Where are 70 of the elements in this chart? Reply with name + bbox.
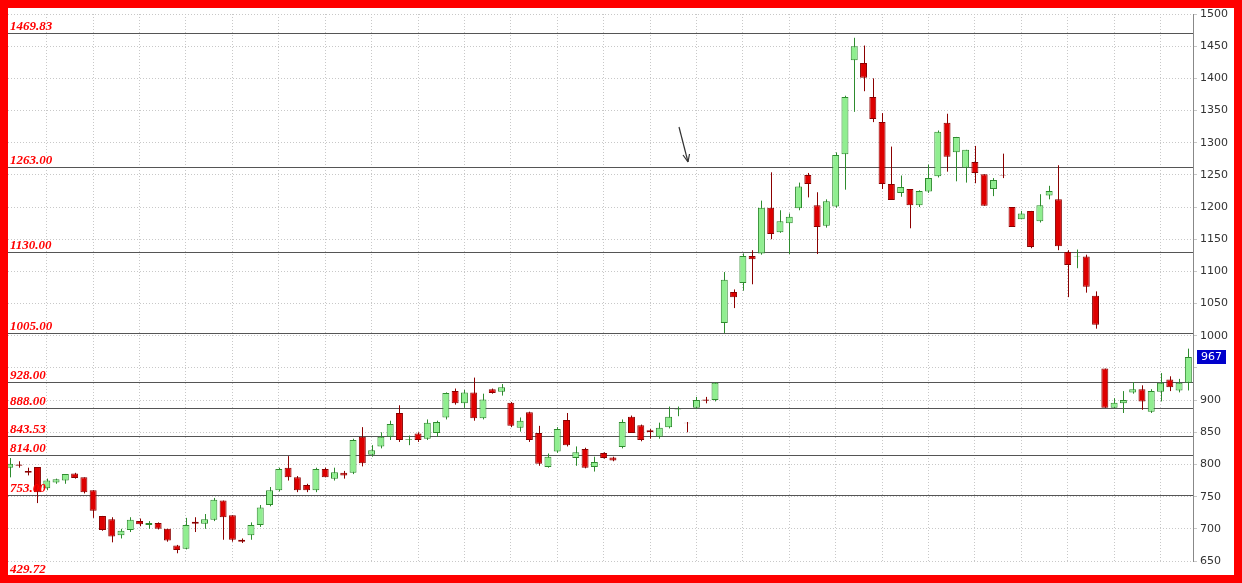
ref-line-label: 888.00	[10, 392, 47, 408]
candlestick	[822, 198, 830, 229]
candlestick	[470, 377, 478, 422]
ref-line-label: 843.53	[10, 421, 47, 437]
candlestick	[804, 172, 812, 198]
y-tick-label: 800	[1200, 457, 1221, 471]
ref-line-label: 1263.00	[10, 151, 53, 167]
candlestick	[925, 164, 932, 194]
candlestick	[618, 418, 626, 449]
candlestick	[553, 426, 561, 454]
ref-line-label: 814.00	[10, 440, 47, 456]
candlestick	[1138, 384, 1146, 411]
candlestick	[813, 191, 821, 255]
candlestick	[108, 516, 116, 543]
candlestick	[442, 391, 450, 420]
y-tick-label: 700	[1200, 521, 1221, 535]
candlestick	[906, 188, 914, 229]
candlestick	[962, 149, 970, 184]
y-tick-label: 1050	[1200, 296, 1228, 310]
candlestick	[730, 288, 738, 309]
text: 967	[1201, 349, 1222, 363]
candlestick	[219, 500, 227, 541]
y-tick-label: 1450	[1200, 39, 1228, 53]
candlestick	[89, 489, 97, 519]
candlestick	[887, 146, 895, 201]
ref-line-label: 1469.83	[10, 18, 53, 34]
y-tick-label: 900	[1200, 392, 1221, 406]
candlestick	[897, 175, 905, 198]
candlestick	[1064, 249, 1072, 298]
candlestick	[1036, 193, 1044, 223]
candlestick	[312, 467, 320, 493]
candlestick	[869, 77, 877, 123]
y-tick-label: 1500	[1200, 6, 1228, 20]
candlestick	[572, 445, 580, 467]
y-tick-label: 1000	[1200, 328, 1228, 342]
y-tick-label: 1250	[1200, 167, 1228, 181]
candlestick	[952, 136, 960, 182]
y-tick-label: 1100	[1200, 264, 1228, 278]
y-tick-label: 850	[1200, 425, 1221, 439]
candlestick	[256, 504, 264, 528]
y-tick-label: 1300	[1200, 135, 1228, 149]
y-tick-label: 1200	[1200, 199, 1228, 213]
candlestick	[1147, 388, 1155, 414]
y-tick-label: 1400	[1200, 71, 1228, 85]
candlestick	[563, 412, 570, 447]
candlestick	[1184, 348, 1192, 391]
candlestick	[460, 389, 468, 409]
ref-line-label: 1130.00	[10, 237, 53, 253]
candlestick	[795, 182, 803, 211]
y-tick-label: 650	[1200, 553, 1221, 567]
candlestick	[284, 455, 292, 482]
candlestick	[266, 486, 273, 507]
candlestick	[860, 45, 867, 92]
annotation: 429.72	[9, 561, 47, 576]
candlestick	[386, 420, 394, 441]
y-tick-label: 1350	[1200, 103, 1228, 117]
candlestick	[210, 497, 218, 522]
candlestick	[423, 418, 431, 441]
y-tick-label: 1150	[1200, 232, 1228, 246]
candlestick	[275, 467, 283, 492]
candlestick	[1157, 372, 1164, 402]
candlestick	[507, 401, 515, 428]
candlestick	[228, 514, 236, 543]
candlestick	[785, 212, 793, 255]
candlestick	[971, 145, 979, 184]
candlestick	[850, 37, 858, 113]
ref-line-label: 928.00	[10, 367, 47, 383]
ref-line-label: 1005.00	[10, 317, 53, 333]
y-tick-label: 750	[1200, 489, 1221, 503]
candlestick	[665, 406, 673, 429]
